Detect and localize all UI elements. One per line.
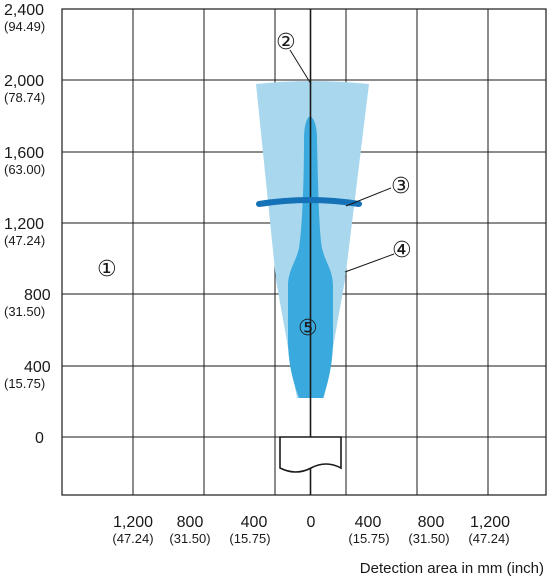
- y-tick-1200-inch: (47.24): [4, 233, 45, 248]
- y-tick-2000-inch: (78.74): [4, 90, 45, 105]
- y-tick-2000-mm: 2,000: [4, 73, 44, 90]
- x-tick-pos1200-inch: (47.24): [468, 531, 509, 546]
- x-tick-neg1200-inch: (47.24): [112, 531, 153, 546]
- y-axis-labels: 2,400 (94.49) 2,000 (78.74) 1,600 (63.00…: [4, 2, 51, 447]
- sensor-housing-icon: [279, 436, 342, 473]
- x-tick-pos1200-mm: 1,200: [470, 514, 510, 531]
- x-tick-neg1200-mm: 1,200: [113, 514, 153, 531]
- x-axis-labels: 1,200 (47.24) 800 (31.50) 400 (15.75) 0 …: [112, 514, 510, 546]
- x-tick-neg800-inch: (31.50): [169, 531, 210, 546]
- y-tick-1600-inch: (63.00): [4, 162, 45, 177]
- y-tick-2400-mm: 2,400: [4, 2, 44, 19]
- plot-frame: [61, 8, 547, 496]
- callout-3: ③: [391, 174, 411, 199]
- x-tick-neg800-mm: 800: [177, 514, 204, 531]
- callout-4: ④: [392, 238, 412, 263]
- y-tick-400-inch: (15.75): [4, 376, 45, 391]
- callout-2: ②: [276, 30, 296, 55]
- x-tick-neg400-inch: (15.75): [229, 531, 270, 546]
- y-tick-1200-mm: 1,200: [4, 216, 44, 233]
- callout-1: ①: [97, 257, 117, 282]
- x-tick-pos800-mm: 800: [418, 514, 445, 531]
- y-tick-0-mm: 0: [35, 430, 44, 447]
- x-tick-pos400-mm: 400: [355, 514, 382, 531]
- y-tick-400-mm: 400: [24, 359, 51, 376]
- callout-leaders: [289, 49, 395, 273]
- x-tick-0-mm: 0: [307, 514, 316, 531]
- x-axis-caption: Detection area in mm (inch): [360, 560, 544, 577]
- y-tick-2400-inch: (94.49): [4, 19, 45, 34]
- y-tick-800-inch: (31.50): [4, 304, 45, 319]
- x-tick-neg400-mm: 400: [241, 514, 268, 531]
- y-tick-800-mm: 800: [24, 287, 51, 304]
- y-tick-1600-mm: 1,600: [4, 145, 44, 162]
- x-tick-pos800-inch: (31.50): [408, 531, 449, 546]
- beam-ring: [256, 197, 362, 207]
- x-tick-pos400-inch: (15.75): [348, 531, 389, 546]
- callout-5: ⑤: [298, 316, 318, 341]
